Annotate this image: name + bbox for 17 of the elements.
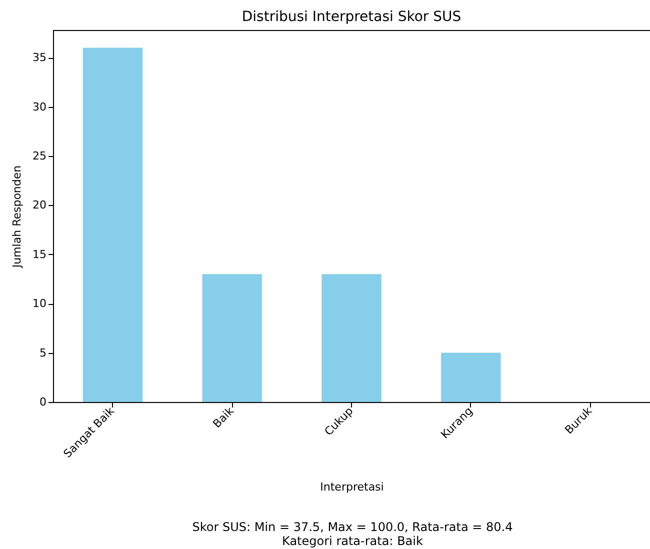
y-tick-label: 10 (32, 297, 46, 310)
bar (202, 274, 262, 402)
chart-title: Distribusi Interpretasi Skor SUS (242, 9, 462, 25)
bar (441, 352, 501, 402)
bar (82, 48, 143, 402)
text: Kategori rata-rata: Baik (281, 534, 424, 548)
y-tick-label: 30 (32, 100, 46, 114)
x-axis-title: Interpretasi (320, 480, 384, 494)
text: Skor SUS: Min = 37.5, Max = 100.0, Rata-rata = 80.4 (191, 520, 514, 534)
y-tick-label: 35 (32, 51, 46, 64)
y-tick-label: 25 (32, 149, 46, 162)
y-tick-label: 0 (40, 396, 46, 408)
y-tick-label: 15 (32, 248, 46, 261)
bar (322, 274, 382, 402)
y-tick-label: 5 (40, 346, 46, 360)
y-tick-label: 20 (32, 198, 46, 212)
y-axis-title: Jumlah Responden (10, 165, 24, 269)
